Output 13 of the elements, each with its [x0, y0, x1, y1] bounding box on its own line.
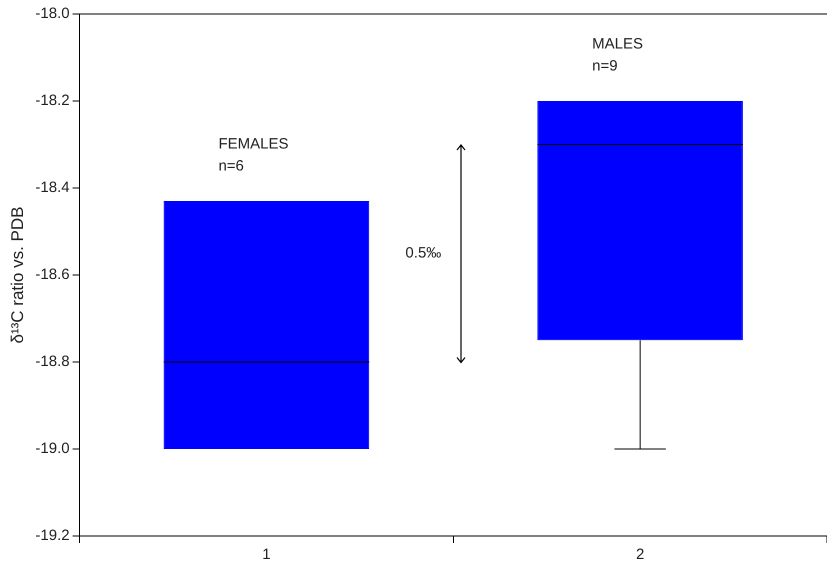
y-tick-label: -18.2	[35, 92, 70, 110]
y-tick-label: -18.0	[35, 5, 70, 22]
annotation: FEMALES n=6	[218, 136, 288, 175]
y-tick-label: -19.0	[35, 440, 70, 458]
x-tick-label: 2	[636, 546, 644, 564]
x-tick-label: 1	[262, 546, 271, 564]
y-tick-label: -18.8	[35, 353, 70, 370]
y-tick-label: -18.6	[35, 266, 70, 284]
annotation: 0.5‰	[405, 244, 442, 262]
y-tick-label: -19.2	[35, 527, 70, 544]
annotation: MALES n=9	[592, 36, 644, 75]
y-tick-label: -18.4	[35, 179, 70, 196]
y-axis-title: δ¹³C ratio vs. PDB	[8, 206, 27, 344]
